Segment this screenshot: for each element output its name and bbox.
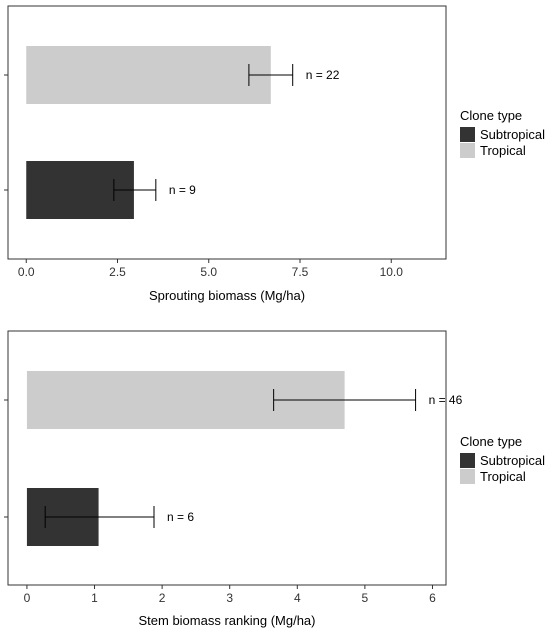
panel-2-x-tick-label-1: 1	[91, 591, 98, 605]
panel-1-legend-title: Clone type	[460, 108, 522, 123]
panel-1-x-tick-label-4: 10.0	[380, 265, 404, 279]
panel-sprouting: n = 9 n = 22 0.0 2.5 5.0 7.5 10.0 Sprouting bi…	[4, 5, 545, 303]
panel-2-legend-title: Clone type	[460, 434, 522, 449]
panel-1-annotation-subtropical: n = 9	[169, 183, 196, 197]
panel-2-legend-label-tropical: Tropical	[480, 469, 526, 484]
panel-1-bar-tropical	[26, 46, 271, 104]
panel-1-legend-label-tropical: Tropical	[480, 143, 526, 158]
panel-2-legend-key-subtropical	[460, 453, 475, 468]
panel-1-x-tick-label-3: 7.5	[292, 265, 309, 279]
panel-2-legend-key-tropical	[460, 469, 475, 484]
panel-2-annotation-tropical: n = 46	[429, 393, 463, 407]
panel-2-x-tick-label-3: 3	[226, 591, 233, 605]
panel-2-border	[7, 330, 447, 586]
panel-1-legend-key-tropical	[460, 143, 475, 158]
panel-stem: n = 6 n = 46 0 1 2 3 4 5 6 Stem biomass ranking …	[4, 330, 545, 628]
panel-1-x-tick-label-0: 0.0	[18, 265, 35, 279]
panel-1-legend-key-subtropical	[460, 127, 475, 142]
panel-2-legend: Clone type Subtropical Tropical	[460, 434, 545, 484]
panel-2-x-tick-label-2: 2	[159, 591, 166, 605]
panel-1-x-tick-label-1: 2.5	[109, 265, 126, 279]
panel-1-legend-label-subtropical: Subtropical	[480, 127, 545, 142]
panel-1-x-tick-label-2: 5.0	[200, 265, 217, 279]
panel-1-x-axis-title: Sprouting biomass (Mg/ha)	[149, 288, 305, 303]
panel-1-annotation-tropical: n = 22	[306, 68, 340, 82]
panel-2-x-axis-title: Stem biomass ranking (Mg/ha)	[138, 613, 315, 628]
panel-2-annotation-subtropical: n = 6	[167, 510, 194, 524]
panel-2-x-tick-label-0: 0	[24, 591, 31, 605]
panel-2-x-tick-label-5: 5	[362, 591, 369, 605]
panel-1-legend: Clone type Subtropical Tropical	[460, 108, 545, 158]
panel-1-border	[7, 5, 447, 260]
panel-2-x-tick-label-6: 6	[429, 591, 436, 605]
panel-2-x-tick-label-4: 4	[294, 591, 301, 605]
panel-2-legend-label-subtropical: Subtropical	[480, 453, 545, 468]
